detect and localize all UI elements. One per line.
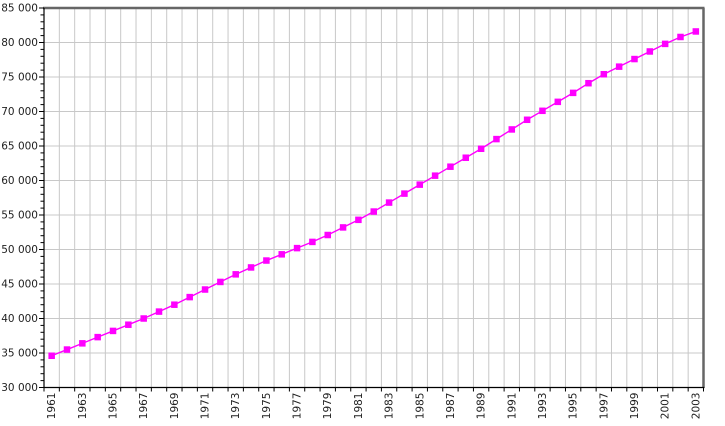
- population-series: [48, 28, 700, 360]
- y-axis-label: 35 000: [1, 348, 38, 360]
- data-point-marker-1961: [48, 352, 55, 360]
- data-point-marker-1968: [155, 308, 163, 315]
- y-axis-label: 50 000: [1, 244, 38, 256]
- x-axis-label: 1981: [353, 393, 365, 420]
- data-point-marker-1998: [615, 63, 623, 70]
- data-point-marker-1996: [585, 79, 592, 87]
- x-axis-label: 1971: [200, 393, 212, 420]
- y-axis-label: 80 000: [1, 37, 38, 49]
- data-point-marker-1988: [462, 154, 470, 161]
- data-point-marker-1969: [171, 301, 178, 308]
- x-axis-label: 1961: [46, 393, 58, 420]
- x-axis-label: 2001: [660, 393, 672, 420]
- x-axis-label: 1973: [230, 393, 242, 420]
- x-axis-label: 1999: [629, 393, 641, 420]
- x-axis-label: 1969: [169, 393, 181, 420]
- data-point-marker-1999: [631, 55, 638, 63]
- data-point-marker-1990: [493, 135, 500, 143]
- data-point-marker-1974: [247, 264, 255, 271]
- x-axis-labels: 1961 1963 1965 1967 1969 1971 1973 1975 1977 1979…: [46, 393, 702, 420]
- data-point-marker-1997: [600, 70, 608, 78]
- data-point-marker-1972: [217, 278, 224, 286]
- data-point-marker-1973: [232, 271, 239, 278]
- data-point-marker-1986: [431, 172, 439, 179]
- x-axis-label: 1983: [384, 393, 396, 420]
- x-axis-label: 1993: [537, 393, 549, 420]
- x-axis-label: 1991: [506, 393, 518, 420]
- data-point-marker-1970: [186, 293, 193, 301]
- data-point-marker-1978: [309, 238, 316, 246]
- x-axis-label: 1963: [77, 393, 89, 420]
- population-series-line: [51, 30, 697, 357]
- y-axis-label: 55 000: [1, 210, 38, 222]
- data-point-marker-1976: [278, 251, 285, 258]
- data-point-marker-1966: [125, 321, 132, 328]
- y-axis-labels: 30 000 35 000 40 000 45 000 50 000 55 000 60 0…: [1, 3, 38, 395]
- data-point-marker-1963: [79, 340, 86, 347]
- x-axis-label: 1965: [108, 393, 120, 420]
- x-axis-label: 1995: [568, 393, 580, 420]
- data-point-marker-1962: [63, 346, 71, 353]
- data-point-marker-1993: [539, 107, 546, 115]
- x-axis-label: 1997: [598, 393, 610, 420]
- data-point-marker-1991: [508, 126, 516, 133]
- x-axis-label: 1975: [261, 393, 273, 420]
- x-axis-label: 1985: [414, 393, 426, 420]
- y-axis-label: 30 000: [1, 382, 38, 394]
- data-point-marker-2000: [646, 48, 654, 55]
- x-axis-label: 2003: [690, 393, 702, 420]
- data-point-marker-1980: [339, 224, 347, 231]
- data-point-marker-2001: [661, 40, 669, 48]
- data-point-marker-1994: [554, 98, 562, 106]
- data-point-marker-1983: [385, 199, 393, 206]
- y-axis-label: 85 000: [1, 3, 38, 15]
- data-point-marker-1964: [94, 333, 101, 341]
- data-point-marker-2003: [692, 28, 700, 35]
- data-point-marker-1985: [416, 181, 424, 188]
- y-axis-label: 40 000: [1, 313, 38, 325]
- data-point-marker-1992: [523, 116, 531, 124]
- x-axis-label: 1989: [476, 393, 488, 420]
- gridlines: [44, 8, 704, 388]
- x-axis-label: 1987: [445, 393, 457, 420]
- y-axis-label: 45 000: [1, 279, 38, 291]
- data-point-marker-1981: [355, 216, 362, 224]
- data-point-marker-1971: [201, 286, 209, 293]
- data-point-marker-1984: [401, 190, 408, 197]
- data-point-marker-1987: [447, 163, 454, 170]
- data-point-marker-1977: [293, 244, 301, 252]
- data-point-marker-1982: [370, 208, 377, 215]
- x-axis-label: 1967: [138, 393, 150, 420]
- data-point-marker-2002: [677, 33, 684, 41]
- x-axis-label: 1977: [292, 393, 304, 420]
- data-point-marker-1975: [263, 257, 270, 264]
- y-axis-label: 75 000: [1, 72, 38, 84]
- plot-frame: [43, 6, 705, 389]
- data-point-marker-1967: [140, 315, 147, 322]
- y-axis-label: 60 000: [1, 175, 38, 187]
- data-point-marker-1979: [324, 231, 331, 239]
- data-point-marker-1995: [569, 89, 577, 97]
- axis-ticks: [39, 7, 704, 392]
- x-axis-label: 1979: [322, 393, 334, 420]
- data-point-marker-1989: [477, 145, 485, 153]
- data-point-marker-1965: [109, 327, 117, 335]
- y-axis-label: 70 000: [1, 106, 38, 118]
- y-axis-label: 65 000: [1, 141, 38, 153]
